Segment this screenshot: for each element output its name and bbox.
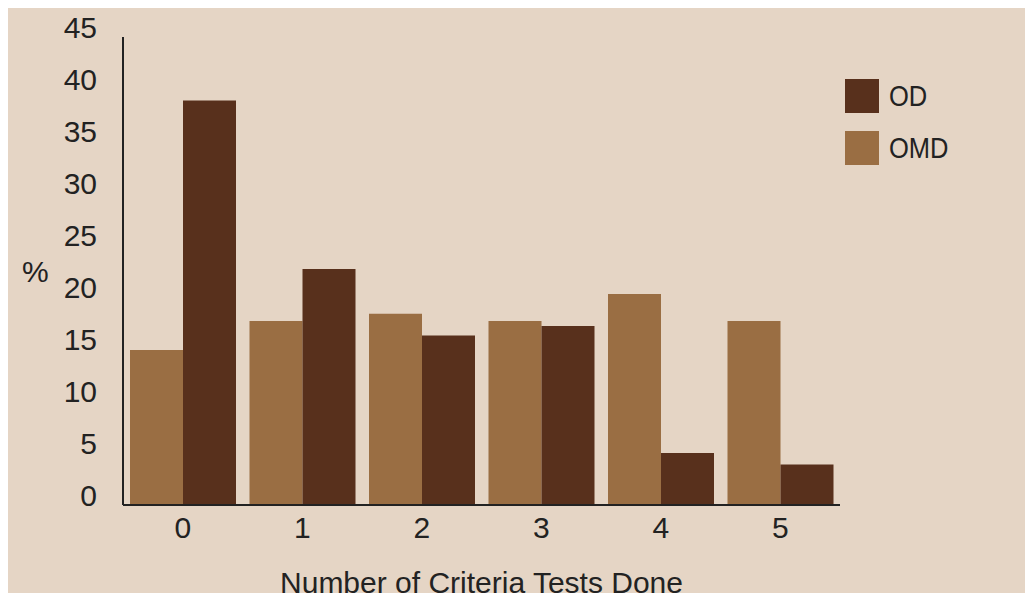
svg-text:15: 15 [64, 323, 97, 356]
svg-text:1: 1 [294, 511, 311, 544]
svg-text:45: 45 [64, 11, 97, 44]
svg-text:3: 3 [533, 511, 550, 544]
svg-text:20: 20 [64, 271, 97, 304]
svg-text:25: 25 [64, 219, 97, 252]
svg-text:5: 5 [80, 427, 97, 460]
svg-text:30: 30 [64, 167, 97, 200]
svg-text:0: 0 [80, 479, 97, 512]
svg-text:10: 10 [64, 375, 97, 408]
svg-text:5: 5 [772, 511, 789, 544]
svg-text:%: % [22, 255, 49, 288]
html-text:OD: OD [889, 79, 928, 112]
html-text:OMD: OMD [889, 131, 949, 164]
svg-text:40: 40 [64, 63, 97, 96]
svg-text:0: 0 [174, 511, 191, 544]
svg-text:35: 35 [64, 115, 97, 148]
svg-text:Number of Criteria Tests Done: Number of Criteria Tests Done [280, 566, 683, 593]
svg-text:4: 4 [652, 511, 669, 544]
svg-text:2: 2 [413, 511, 430, 544]
